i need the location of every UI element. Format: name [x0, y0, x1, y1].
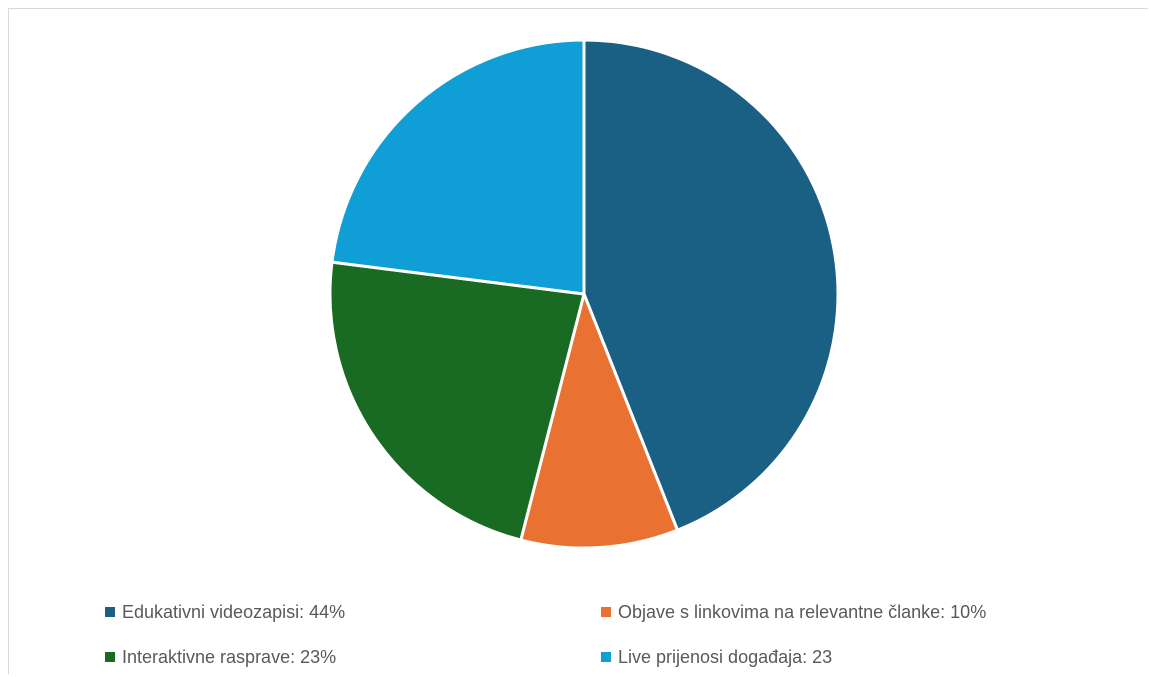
legend-item-edukativni-videozapisi: Edukativni videozapisi: 44%: [105, 597, 345, 627]
legend-item-interaktivne-rasprave: Interaktivne rasprave: 23%: [105, 642, 336, 672]
chart-area: Edukativni videozapisi: 44% Objave s lin…: [8, 8, 1148, 674]
pie-slice-edukativni-videozapisi: [582, 38, 840, 532]
legend-swatch-live-prijenosi: [601, 652, 611, 662]
legend-label-interaktivne-rasprave: Interaktivne rasprave: 23%: [122, 646, 337, 667]
legend-swatch-objave-s-linkovima: [601, 607, 611, 617]
chart-legend: Edukativni videozapisi: 44% Objave s lin…: [105, 597, 1105, 677]
pie-chart: [328, 38, 840, 550]
legend-item-objave-s-linkovima: Objave s linkovima na relevantne članke:…: [601, 597, 986, 627]
legend-label-objave-s-linkovima: Objave s linkovima na relevantne članke:…: [618, 601, 987, 622]
legend-label-live-prijenosi: Live prijenosi događaja: 23: [618, 646, 833, 667]
pie-slice-objave-s-linkovima-na-relevantne-clanke: [519, 292, 679, 550]
legend-swatch-edukativni-videozapisi: [105, 607, 115, 617]
pie-slice-interaktivne-rasprave: [328, 260, 586, 542]
legend-item-live-prijenosi: Live prijenosi događaja: 23: [601, 642, 832, 672]
pie-slice-live-prijenosi-dogadaja: [330, 38, 586, 296]
pie-slices: [328, 38, 840, 550]
legend-label-edukativni-videozapisi: Edukativni videozapisi: 44%: [122, 601, 346, 622]
legend-swatch-interaktivne-rasprave: [105, 652, 115, 662]
